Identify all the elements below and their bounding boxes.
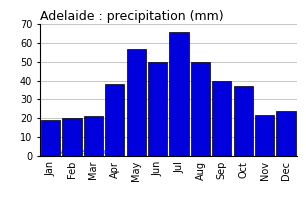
Bar (212, 81, 231, 156)
Text: www.allmetsat.com: www.allmetsat.com (42, 149, 111, 155)
Bar (170, 32, 188, 156)
Bar (62, 118, 81, 156)
Bar (276, 111, 296, 156)
Bar (41, 120, 60, 156)
Bar (84, 116, 103, 156)
Text: Adelaide : precipitation (mm): Adelaide : precipitation (mm) (40, 10, 223, 23)
Bar (148, 62, 167, 156)
Bar (234, 86, 253, 156)
Bar (126, 49, 146, 156)
Bar (105, 84, 124, 156)
Bar (191, 62, 210, 156)
Bar (255, 115, 274, 156)
